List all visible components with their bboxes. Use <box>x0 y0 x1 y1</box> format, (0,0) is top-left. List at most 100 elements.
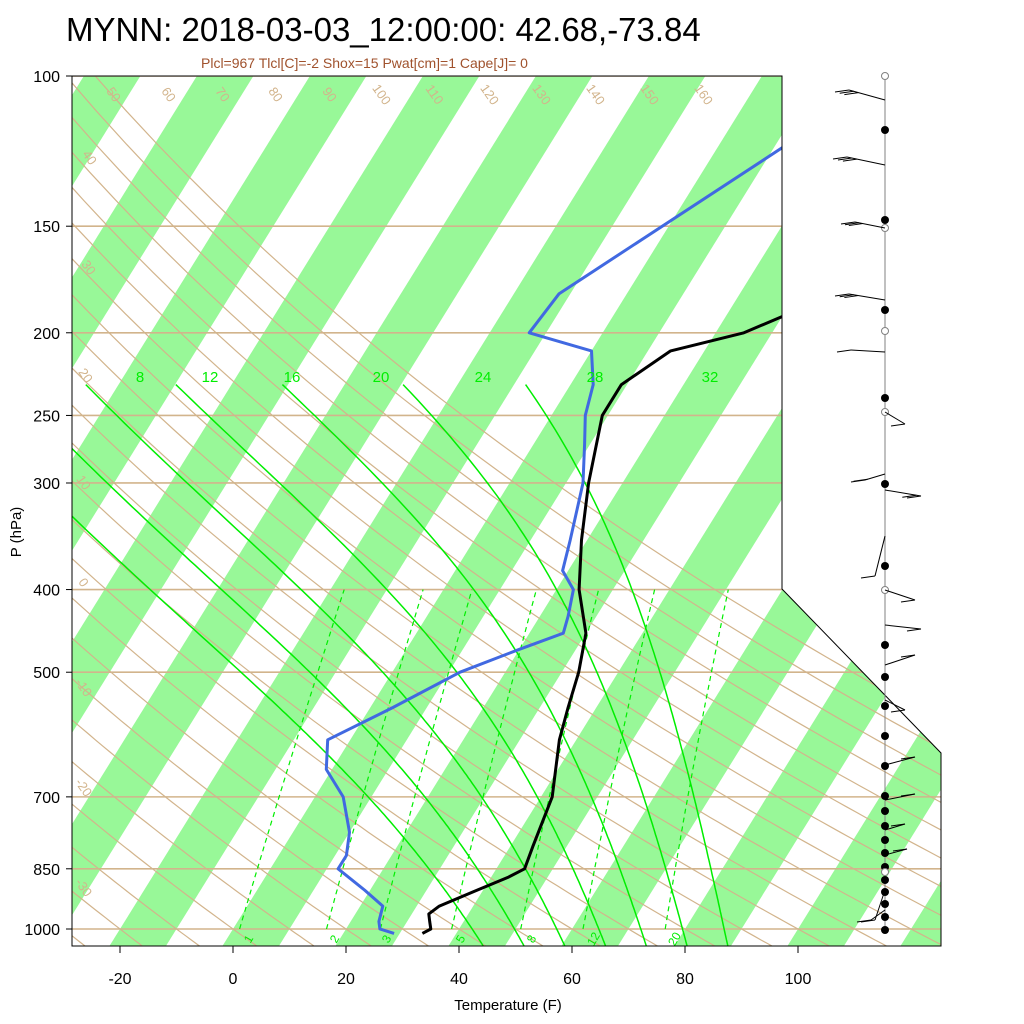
dry-adiabat <box>72 76 603 946</box>
wind-level-dot <box>881 562 889 570</box>
dry-adiabat <box>0 37 29 947</box>
wind-level-circle <box>881 72 889 80</box>
wind-barb <box>884 699 906 711</box>
wind-level-dot <box>881 807 889 815</box>
mixing-ratio-label: 8 <box>524 932 540 945</box>
y-axis: 100 150 200 250 300 400 500 700 850 1000 <box>24 69 72 939</box>
dry-adiabat <box>72 76 941 946</box>
wind-barb <box>839 294 854 298</box>
wind-level-dot <box>881 641 889 649</box>
wind-barb <box>860 919 876 923</box>
saturated-adiabat-label: 24 <box>475 369 492 386</box>
wind-level-dot <box>881 762 889 770</box>
mixing-ratio-line <box>582 589 656 930</box>
wind-level-dot <box>881 900 889 908</box>
wind-barb <box>884 411 906 425</box>
x-tick-label: 100 <box>785 971 812 988</box>
wind-barb <box>900 793 916 797</box>
dry-adiabat <box>72 76 316 946</box>
wind-barb <box>856 919 872 923</box>
mixing-ratio-line <box>239 589 345 930</box>
saturated-adiabat <box>175 384 607 946</box>
dry-adiabat <box>72 76 488 946</box>
band-strip <box>663 76 941 946</box>
wind-barb <box>900 756 916 760</box>
y-tick-label: 400 <box>33 583 60 600</box>
dry-adiabat <box>72 76 374 946</box>
band-strip <box>211 76 870 946</box>
band-strip <box>72 76 644 946</box>
mixing-ratio-line <box>379 589 473 930</box>
dry-adiabat-label: 80 <box>265 84 286 104</box>
isotherm-label: -30 <box>908 704 939 734</box>
wind-barb <box>860 575 876 579</box>
saturated-adiabat <box>281 384 648 946</box>
wind-level-dot <box>881 926 889 934</box>
mixing-ratio-line <box>451 589 537 930</box>
wind-barb <box>890 423 906 427</box>
wind-barb <box>837 157 853 161</box>
wind-barb <box>864 473 886 481</box>
dry-adiabat-label: 10 <box>73 472 94 492</box>
dry-adiabat-label: 60 <box>158 84 179 104</box>
dry-adiabat <box>72 76 941 946</box>
dry-adiabat <box>72 76 775 946</box>
wind-barb <box>842 158 857 162</box>
wind-barb <box>884 624 922 630</box>
dry-adiabat <box>72 76 259 946</box>
dry-adiabat-label: 50 <box>103 84 124 104</box>
wind-barb <box>850 349 886 353</box>
wind-level-dot <box>881 888 889 896</box>
y-tick-label: 150 <box>33 219 60 236</box>
saturated-adiabat <box>85 384 566 946</box>
y-tick-label: 300 <box>33 476 60 493</box>
y-tick-label: 700 <box>33 790 60 807</box>
plot-area: 8 12 16 20 24 28 321 2 3 5 8 12 203020100-10-20-30-3… <box>0 0 1024 964</box>
wind-level-dot <box>881 822 889 830</box>
wind-barb <box>884 654 916 666</box>
wind-barb <box>848 293 886 301</box>
dry-adiabat <box>72 76 717 946</box>
y-tick-label: 100 <box>33 69 60 86</box>
saturated-adiabat-label: 12 <box>202 369 219 386</box>
x-axis-label: Temperature (F) <box>454 997 562 1014</box>
dry-adiabat <box>72 76 431 946</box>
wind-level-dot <box>881 849 889 857</box>
x-tick-label: -20 <box>108 971 131 988</box>
wind-barb <box>906 628 922 632</box>
band-strip <box>72 76 531 946</box>
dry-adiabat <box>72 76 202 946</box>
wind-level-dot <box>881 913 889 921</box>
saturated-adiabat-label: 32 <box>702 369 719 386</box>
band-strip <box>72 76 305 946</box>
plot-frame <box>71 75 942 947</box>
dry-adiabat-label: 40 <box>79 147 100 167</box>
wind-level-dot <box>881 216 889 224</box>
wind-level-dot <box>881 836 889 844</box>
dry-adiabat-label: 20 <box>75 365 96 385</box>
band-strip <box>72 76 418 946</box>
dry-adiabat-label: 120 <box>477 81 502 107</box>
wind-barb <box>848 223 863 227</box>
saturated-adiabat-label: 28 <box>587 369 604 386</box>
dry-adiabat <box>72 76 660 946</box>
mixing-ratio-line <box>664 589 729 930</box>
saturated-adiabat <box>72 384 526 946</box>
wind-barb <box>884 589 916 601</box>
dry-adiabat-label: 100 <box>369 81 394 107</box>
dry-adiabat <box>72 76 941 946</box>
wind-level-dot <box>881 732 889 740</box>
wind-barb <box>834 293 850 297</box>
dry-adiabat <box>72 76 546 946</box>
wind-level-circle <box>881 327 889 335</box>
wind-barb <box>890 709 906 713</box>
band-strip <box>1002 0 1024 964</box>
dry-adiabat <box>72 76 941 946</box>
wind-level-dot <box>881 126 889 134</box>
wind-level-dot <box>881 702 889 710</box>
wind-level-dot <box>881 394 889 402</box>
dry-adiabat-label: 70 <box>212 84 233 104</box>
wind-barb <box>906 495 922 499</box>
x-tick-label: 40 <box>450 971 468 988</box>
